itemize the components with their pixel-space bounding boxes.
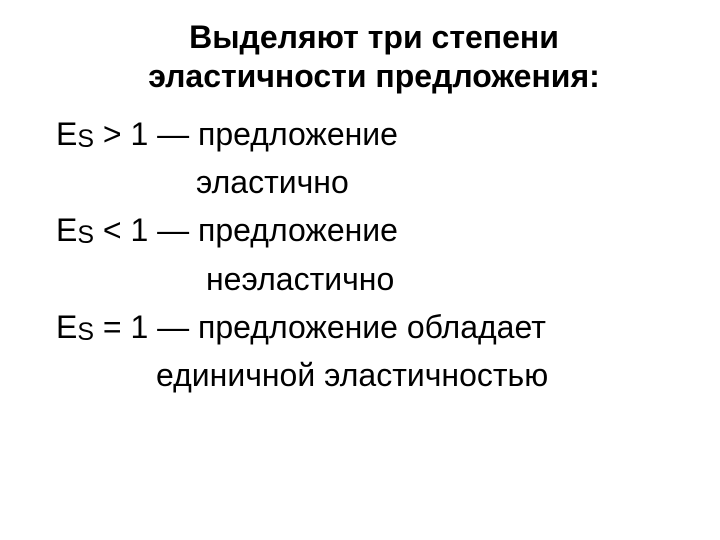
slide-body: ЕS > 1 — предложение эластично ЕS < 1 — … — [56, 110, 692, 399]
body-line-4: неэластично — [56, 255, 692, 303]
slide: Выделяют три степени эластичности предло… — [0, 0, 720, 540]
l5-rest: = 1 — предложение обладает — [94, 309, 546, 345]
e-sym-2: Е — [56, 212, 77, 248]
body-line-3: ЕS < 1 — предложение — [56, 206, 692, 254]
e-sym-1: Е — [56, 116, 77, 152]
body-line-6: единичной эластичностью — [56, 351, 692, 399]
title-line-1: Выделяют три степени — [189, 19, 559, 55]
body-line-2: эластично — [56, 158, 692, 206]
l3-rest: < 1 — предложение — [94, 212, 398, 248]
l1-rest: > 1 — предложение — [94, 116, 398, 152]
s-sub-2: S — [77, 221, 94, 249]
s-sub-1: S — [77, 125, 94, 153]
body-line-1: ЕS > 1 — предложение — [56, 110, 692, 158]
title-line-2: эластичности предложения: — [148, 58, 600, 94]
e-sym-3: Е — [56, 309, 77, 345]
slide-title: Выделяют три степени эластичности предло… — [56, 18, 692, 96]
body-line-5: ЕS = 1 — предложение обладает — [56, 303, 692, 351]
s-sub-3: S — [77, 318, 94, 346]
